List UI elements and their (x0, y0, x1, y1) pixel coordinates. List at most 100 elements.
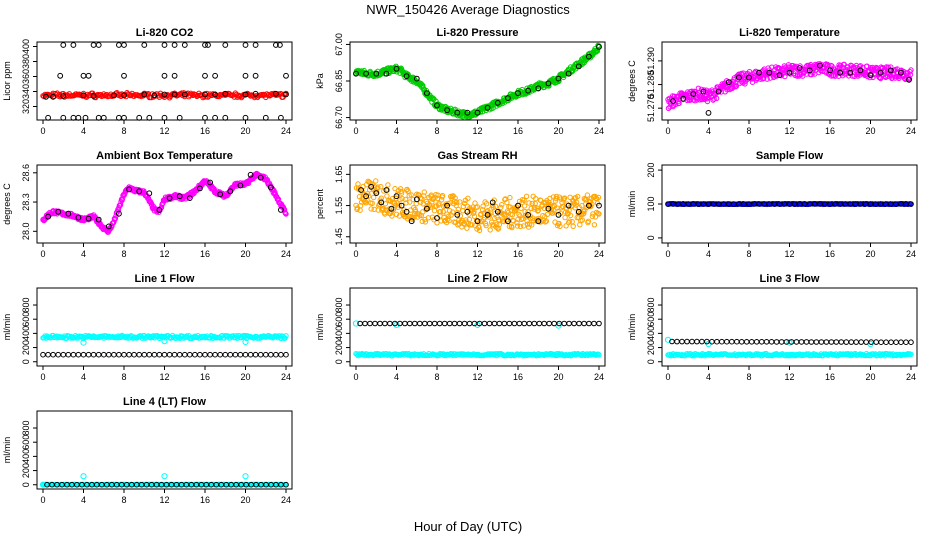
plot-data (664, 336, 914, 359)
data-point (893, 201, 899, 207)
data-point (176, 193, 183, 200)
data-point (706, 94, 712, 101)
data-point (217, 351, 223, 358)
y-tick-label: 67.00 (334, 33, 344, 56)
series-4 (45, 114, 284, 121)
data-point (227, 351, 234, 358)
data-point (252, 351, 259, 358)
data-point (421, 193, 427, 199)
data-point (464, 225, 470, 231)
data-point (457, 213, 463, 219)
x-tick-label: 4 (394, 126, 399, 136)
data-point (156, 351, 163, 358)
data-point (136, 351, 142, 358)
y-tick-label: 28.3 (21, 193, 31, 211)
data-point (403, 208, 410, 215)
data-point (90, 351, 97, 358)
data-point (542, 219, 548, 225)
data-point (70, 114, 77, 121)
data-point (515, 202, 521, 209)
y-tick-label: 0 (21, 482, 31, 487)
data-point (507, 204, 514, 210)
data-point (705, 110, 712, 116)
data-point (487, 227, 493, 233)
data-point (848, 339, 855, 345)
data-point (523, 193, 530, 200)
data-point (171, 91, 178, 98)
data-point (505, 218, 511, 225)
data-point (252, 72, 259, 79)
data-point (499, 202, 505, 208)
data-point (586, 320, 592, 327)
data-point (670, 98, 676, 104)
data-point (422, 320, 428, 327)
x-ticks: 0 4 8 12 16 20 24 (353, 120, 604, 136)
data-point (853, 339, 860, 345)
y-tick-label: 51.290 (646, 47, 656, 75)
data-point (411, 214, 417, 220)
data-point (242, 114, 249, 121)
data-point (421, 189, 427, 195)
x-tick-label: 4 (394, 249, 399, 259)
y-axis-label: ml/min (627, 191, 637, 218)
data-point (893, 339, 899, 346)
data-point (494, 208, 501, 215)
data-point (541, 320, 548, 327)
data-point (509, 224, 515, 231)
x-tick-label: 0 (40, 495, 45, 505)
data-point (507, 194, 513, 201)
x-ticks: 0 4 8 12 16 20 24 (353, 243, 604, 259)
data-point (736, 74, 742, 81)
panel-line3: Line 3 Flow ml/min 0 4 8 12 16 20 24 0 20040060080… (627, 273, 918, 382)
data-point (565, 202, 572, 209)
data-point (126, 186, 133, 193)
data-point (383, 70, 390, 77)
data-point (70, 351, 77, 358)
y-tick-label: 320 (21, 99, 31, 114)
data-point (242, 72, 249, 79)
data-point (514, 220, 520, 226)
plot-frame (661, 41, 918, 121)
data-point (105, 223, 112, 230)
data-point (511, 320, 518, 327)
x-tick-label: 0 (353, 126, 358, 136)
data-point (116, 351, 122, 358)
data-point (533, 196, 539, 202)
data-point (268, 351, 274, 358)
data-point (112, 215, 119, 222)
series-1 (357, 320, 602, 327)
data-point (388, 205, 395, 212)
data-point (410, 196, 416, 203)
data-point (595, 194, 602, 201)
data-point (465, 195, 471, 202)
data-point (85, 215, 92, 222)
y-tick-label: 200 (646, 163, 656, 178)
data-point (567, 212, 574, 219)
data-point (217, 191, 224, 198)
data-point (908, 339, 914, 346)
y-tick-label: 200 (646, 340, 656, 355)
data-point (60, 114, 67, 121)
data-point (575, 193, 581, 200)
data-point (571, 320, 577, 327)
data-point (531, 320, 538, 327)
data-point (558, 196, 564, 202)
data-point (464, 208, 471, 215)
data-point (596, 44, 602, 50)
data-point (444, 202, 451, 209)
plot-data (353, 178, 602, 234)
data-point (362, 320, 368, 327)
data-point (39, 481, 47, 488)
data-point (521, 203, 528, 209)
x-tick-label: 12 (472, 249, 482, 259)
data-point (427, 204, 434, 210)
series-1 (670, 62, 912, 116)
data-point (498, 204, 504, 211)
series-3 (57, 72, 289, 79)
data-point (283, 72, 289, 79)
data-point (817, 62, 823, 69)
data-point (60, 93, 67, 99)
